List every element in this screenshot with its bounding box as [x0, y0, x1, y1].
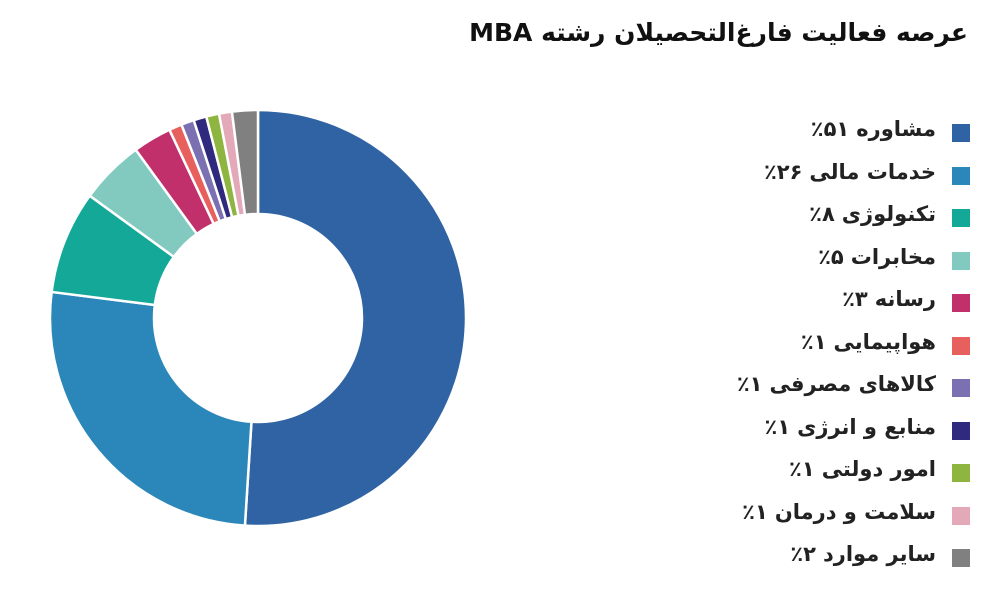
legend-swatch: [952, 336, 970, 355]
legend-value: ۵٪: [818, 244, 844, 269]
legend-label: کالاهای مصرفی۱٪: [737, 372, 936, 396]
legend-item: تکنولوژی۸٪: [640, 200, 970, 243]
legend: مشاوره۵۱٪ خدمات مالی۲۶٪ تکنولوژی۸٪ مخابرات۵…: [640, 115, 970, 583]
legend-label: خدمات مالی۲۶٪: [764, 160, 936, 184]
legend-name: خدمات مالی: [809, 159, 936, 184]
legend-swatch: [952, 379, 970, 397]
legend-swatch: [952, 209, 970, 227]
legend-item: مشاوره۵۱٪: [640, 115, 970, 158]
slice: [243, 108, 468, 528]
slice: [230, 108, 260, 217]
legend-value: ۱٪: [764, 414, 791, 439]
legend-name: مخابرات: [850, 244, 936, 269]
legend-swatch: [952, 506, 970, 525]
legend-value: ۱٪: [742, 499, 768, 524]
legend-swatch: [952, 251, 970, 270]
legend-value: ۲۶٪: [763, 159, 803, 184]
legend-label: مخابرات۵٪: [818, 245, 936, 269]
donut: [48, 108, 468, 528]
legend-item: خدمات مالی۲۶٪: [640, 158, 970, 201]
legend-label: سلامت و درمان۱٪: [742, 500, 936, 524]
legend-item: مخابرات۵٪: [640, 243, 970, 286]
legend-item: سلامت و درمان۱٪: [640, 498, 970, 541]
legend-value: ۳٪: [842, 287, 868, 311]
legend-value: ۱٪: [800, 329, 827, 354]
legend-item: هواپیمایی۱٪: [640, 328, 970, 371]
legend-item: امور دولتی۱٪: [640, 455, 970, 498]
legend-item: کالاهای مصرفی۱٪: [640, 370, 970, 413]
legend-item: رسانه۳٪: [640, 285, 970, 328]
legend-label: هواپیمایی۱٪: [801, 330, 936, 354]
legend-name: منابع و انرژی: [797, 414, 936, 439]
legend-label: سایر موارد۲٪: [790, 542, 936, 566]
legend-swatch: [952, 294, 970, 312]
legend-name: سایر موارد: [822, 542, 936, 566]
legend-value: ۲٪: [790, 542, 816, 566]
legend-swatch: [952, 464, 970, 482]
legend-name: سلامت و درمان: [774, 499, 936, 524]
legend-name: رسانه: [874, 287, 936, 311]
legend-value: ۱٪: [789, 457, 815, 481]
legend-name: مشاوره: [856, 117, 936, 141]
legend-swatch: [952, 124, 970, 142]
legend-swatch: [952, 166, 970, 185]
legend-label: تکنولوژی۸٪: [809, 202, 936, 226]
legend-value: ۵۱٪: [810, 117, 850, 141]
legend-label: رسانه۳٪: [842, 287, 936, 311]
chart-title: عرصه فعالیت فارغ‌التحصیلان رشته MBA: [469, 18, 968, 47]
legend-item: سایر موارد۲٪: [640, 540, 970, 583]
legend-value: ۸٪: [809, 202, 835, 226]
legend-label: منابع و انرژی۱٪: [764, 415, 936, 439]
legend-label: مشاوره۵۱٪: [811, 117, 936, 141]
legend-swatch: [952, 421, 970, 440]
legend-swatch: [952, 549, 970, 567]
legend-name: کالاهای مصرفی: [769, 372, 937, 396]
slice: [48, 290, 253, 527]
legend-name: تکنولوژی: [841, 202, 936, 226]
legend-name: امور دولتی: [821, 457, 936, 481]
legend-value: ۱٪: [736, 372, 763, 396]
legend-item: منابع و انرژی۱٪: [640, 413, 970, 456]
legend-label: امور دولتی۱٪: [789, 457, 936, 481]
legend-name: هواپیمایی: [833, 329, 936, 354]
